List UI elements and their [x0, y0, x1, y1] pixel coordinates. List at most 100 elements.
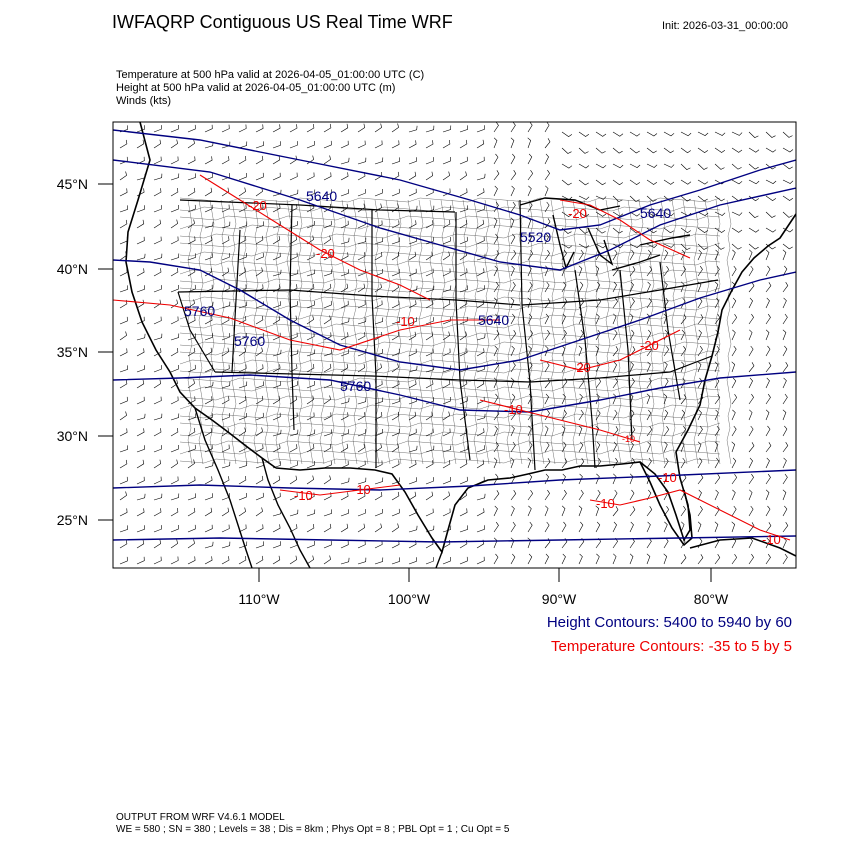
- wind-barb: [493, 441, 499, 453]
- wind-barb: [595, 211, 607, 217]
- wind-barb: [323, 300, 332, 309]
- wind-barb: [459, 316, 468, 325]
- wind-barb: [714, 409, 719, 421]
- wind-barb: [510, 281, 516, 293]
- wind-barb: [136, 299, 145, 309]
- wind-barb: [782, 313, 788, 325]
- wind-barb: [323, 540, 332, 549]
- lat-label: 35°N: [57, 344, 88, 360]
- wind-barb: [765, 425, 771, 437]
- wind-barb: [340, 157, 350, 165]
- wind-barb: [306, 123, 315, 133]
- wind-barb: [748, 282, 755, 293]
- wind-barb: [680, 457, 686, 469]
- wind-barb: [476, 285, 485, 293]
- wind-barb: [646, 409, 652, 421]
- wind-barb: [136, 268, 145, 277]
- county-line: [550, 199, 556, 465]
- wind-barb: [408, 445, 418, 453]
- wind-barb: [578, 329, 584, 341]
- temperature-contour-legend: Temperature Contours: -35 to 5 by 5: [551, 638, 792, 655]
- wind-barb: [442, 348, 451, 357]
- init-time: Init: 2026-03-31_00:00:00: [662, 20, 788, 32]
- wind-barb: [119, 188, 128, 197]
- wind-barb: [170, 427, 179, 437]
- wind-barb: [357, 540, 366, 549]
- wind-barb: [629, 131, 641, 137]
- wind-barb: [527, 505, 532, 517]
- wind-barb: [731, 554, 738, 565]
- wind-barb: [272, 172, 281, 181]
- county-line: [179, 278, 721, 284]
- mexico-coast: [194, 407, 443, 568]
- wind-barb: [544, 553, 549, 565]
- wind-barb: [544, 138, 551, 149]
- wind-barb: [221, 444, 230, 453]
- wind-barb: [476, 139, 485, 149]
- wind-barb: [493, 457, 498, 469]
- wind-barb: [714, 297, 720, 309]
- wind-barb: [238, 204, 247, 213]
- wind-barb: [442, 317, 451, 325]
- wind-barb: [357, 237, 367, 245]
- wind-barb: [340, 397, 350, 405]
- wind-barb: [340, 220, 349, 229]
- wind-barb: [374, 523, 382, 533]
- wind-barb: [493, 505, 498, 517]
- wind-barb: [425, 285, 435, 293]
- wind-barb: [765, 522, 772, 533]
- wind-barb: [646, 147, 657, 154]
- wind-barb: [731, 243, 742, 250]
- wind-barb: [459, 139, 468, 149]
- wind-barb: [612, 553, 617, 565]
- wind-barb: [680, 329, 685, 341]
- wind-barb: [765, 147, 777, 153]
- wind-barb: [255, 347, 263, 357]
- wind-barb: [476, 205, 485, 213]
- wind-barb: [493, 521, 499, 533]
- wind-barb: [510, 490, 517, 501]
- lat-label: 30°N: [57, 428, 88, 444]
- wind-barb: [731, 227, 743, 233]
- wind-barb: [408, 125, 418, 133]
- wind-barb: [170, 476, 179, 485]
- wind-barb: [612, 409, 618, 421]
- wind-barb: [493, 281, 499, 293]
- wind-barb: [221, 364, 230, 373]
- wind-barb: [476, 125, 485, 133]
- wind-barb: [476, 173, 486, 181]
- wind-barb: [527, 457, 532, 469]
- temp-label: -20: [572, 360, 591, 375]
- wind-barb: [374, 429, 383, 437]
- county-line: [473, 199, 479, 465]
- wind-barb: [119, 139, 128, 149]
- wind-barb: [272, 555, 281, 565]
- wind-barb: [544, 473, 549, 485]
- wind-barb: [697, 195, 708, 202]
- wind-barb: [289, 349, 299, 357]
- wind-barb: [187, 173, 196, 181]
- wind-barb: [544, 489, 550, 501]
- height-contours: [113, 129, 796, 543]
- wind-barb: [204, 236, 213, 245]
- wind-barb: [425, 220, 434, 229]
- wind-barb: [323, 123, 332, 133]
- wind-barb: [442, 299, 451, 309]
- wind-barb: [578, 265, 583, 277]
- wind-barb: [697, 243, 708, 250]
- county-line: [319, 199, 325, 465]
- wind-barb: [629, 329, 635, 341]
- wind-barb: [697, 227, 709, 233]
- wind-barb: [646, 346, 653, 357]
- wind-barb: [578, 313, 583, 325]
- wind-barb: [646, 243, 658, 248]
- wind-barb: [170, 253, 180, 261]
- wind-barb: [697, 457, 703, 469]
- wind-barb: [187, 333, 196, 341]
- wind-barb: [170, 539, 178, 549]
- wind-barb: [306, 363, 315, 373]
- wind-barb: [340, 523, 349, 533]
- wind-barb: [408, 140, 417, 149]
- county-line: [385, 199, 391, 465]
- wind-barb: [306, 141, 315, 149]
